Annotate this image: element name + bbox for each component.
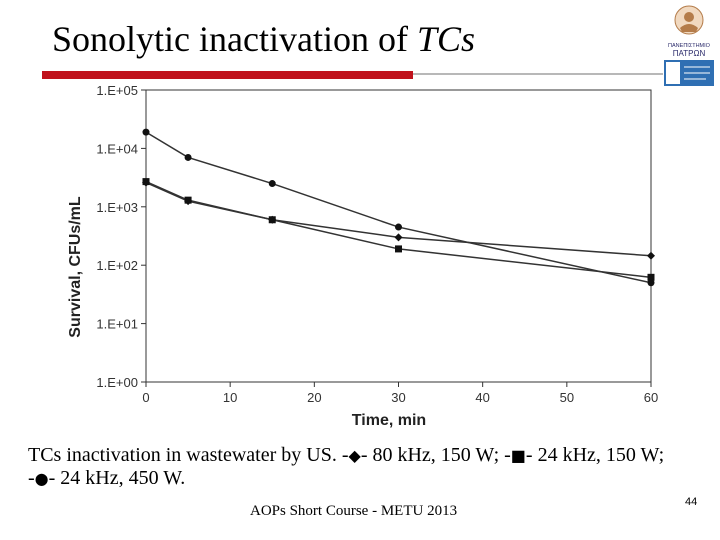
caption-series-3: - 24 kHz, 450 W.: [48, 467, 186, 489]
survival-line-chart: 0 10 20 30 40 50 60 1.E+00 1.E+01 1.E+02 1.E+03 1.E…: [62, 82, 658, 434]
title-underline-rule: [413, 73, 663, 75]
data-point-square: [142, 178, 150, 186]
data-point-square: [184, 196, 192, 204]
caption-prefix: TCs inactivation in wastewater by US. -: [28, 444, 349, 466]
y-tick-label: 1.E+03: [96, 200, 138, 215]
x-tick-label: 50: [560, 390, 574, 405]
slide-title: Sonolytic inactivation of TCs: [52, 19, 475, 59]
x-tick-label: 20: [307, 390, 321, 405]
diamond-marker-icon: ◆: [348, 446, 361, 465]
x-tick-label: 60: [644, 390, 658, 405]
figure-caption: TCs inactivation in wastewater by US. -◆…: [28, 444, 688, 490]
caption-series-1: - 80 kHz, 150 W; -: [360, 444, 511, 466]
data-point-circle: [268, 180, 276, 188]
circle-marker-icon: ●: [34, 469, 49, 488]
slide-footer: AOPs Short Course - METU 2013: [250, 503, 458, 519]
caption-series-2: - 24 kHz, 150 W; -: [28, 444, 665, 489]
x-tick-label: 10: [223, 390, 237, 405]
title-underline-accent: [42, 71, 413, 79]
y-tick-label: 1.E+01: [96, 317, 138, 332]
x-tick-label: 30: [391, 390, 405, 405]
data-point-square: [395, 245, 402, 253]
logo-text-2: ΠΑΤΡΩΝ: [673, 49, 706, 58]
y-tick-label: 1.E+02: [96, 258, 138, 273]
data-point-circle: [184, 153, 192, 161]
x-tick-label: 40: [475, 390, 489, 405]
data-point-square: [647, 273, 655, 281]
x-tick-label: 0: [142, 390, 149, 405]
data-point-diamond: [394, 233, 403, 242]
y-tick-label: 1.E+04: [96, 141, 138, 156]
square-marker-icon: ■: [510, 446, 526, 465]
y-axis-label: Survival, CFUs/mL: [67, 196, 84, 338]
page-number: 44: [685, 496, 698, 508]
data-point-circle: [142, 128, 150, 136]
logo-text-1: ΠΑΝΕΠΙΣΤΗΜΙΟ: [668, 43, 711, 49]
y-tick-label: 1.E+05: [96, 83, 138, 98]
data-point-diamond: [647, 251, 655, 260]
x-axis-label: Time, min: [352, 412, 426, 429]
data-point-circle: [395, 223, 402, 231]
y-tick-label: 1.E+00: [96, 375, 138, 390]
data-point-square: [268, 216, 276, 224]
university-logo: ΠΑΝΕΠΙΣΤΗΜΙΟ ΠΑΤΡΩΝ: [664, 5, 714, 86]
data-point-circle: [647, 279, 655, 287]
